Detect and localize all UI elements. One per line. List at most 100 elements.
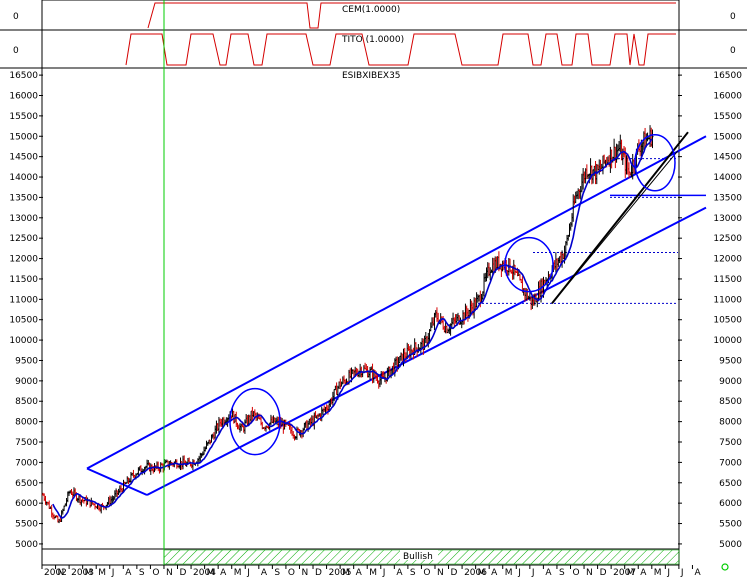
y-tick-label: 16000 [9,91,38,101]
y-tick-label: 8500 [15,397,38,407]
chart-title: ESIBXIBEX35 [342,71,401,81]
x-tick-label: O [152,568,159,577]
y-tick-label: 11000 [9,295,38,305]
y-tick-label: 9500 [15,356,38,366]
status-marker-icon [721,563,729,571]
x-tick-label: M [478,568,486,577]
x-tick-label: A [545,568,552,577]
y-tick-label: 11000 [713,295,742,305]
x-tick-label: J [666,568,670,577]
y-tick-label: 9500 [719,356,742,366]
x-tick-label: M [342,568,350,577]
x-tick-label: J [680,568,684,577]
cem-panel-frame [41,0,680,31]
y-tick-label: 10000 [9,336,38,346]
highlight-circle [634,134,676,192]
x-tick-label: 2004 [193,568,216,577]
trend-line-shallow [551,150,679,304]
x-tick-label: A [491,568,498,577]
cem-signal-line [147,2,676,29]
x-tick-label: M [98,568,106,577]
x-tick-label: J [517,568,521,577]
y-tick-label: 12000 [713,255,742,265]
x-tick-label: A [396,568,403,577]
x-tick-label: S [410,568,416,577]
y-tick-label: 13500 [713,193,742,203]
x-tick-label: J [531,568,535,577]
x-tick-label: D [315,568,322,577]
x-tick-label: J [382,568,386,577]
trend-channel [86,131,707,496]
x-tick-label: N [58,568,65,577]
y-tick-label: 16500 [9,71,38,81]
channel-left-edge [86,467,148,496]
x-tick-label: O [423,568,430,577]
y-tick-label: 13500 [9,193,38,203]
x-tick-label: S [274,568,280,577]
x-tick-label: M [207,568,215,577]
x-tick-label: N [586,568,593,577]
y-tick-label: 12000 [9,255,38,265]
x-tick-label: D [600,568,607,577]
bullish-label-bg [400,550,438,560]
highlight-circles [229,134,676,456]
channel-lower-line [146,206,707,496]
moving-average-line [52,138,653,519]
x-tick-label: N [301,568,308,577]
x-tick-label: J [246,568,250,577]
y-tick-label: 14000 [713,173,742,183]
x-tick-label: 2005 [329,568,352,577]
highlight-circle [229,387,281,456]
y-tick-label: 15500 [713,112,742,122]
x-tick-label: 2002 [44,568,67,577]
y-tick-label: 16000 [713,91,742,101]
trend-line-steep [551,131,689,305]
x-tick-label: M [505,568,513,577]
y-axis-right: 5000 5500 6000 6500 7000 7500 8000 8500 9000 9500… [678,71,742,550]
x-tick-label: M [627,568,635,577]
y-tick-label: 13000 [713,214,742,224]
y-tick-label: 14500 [9,153,38,163]
y-tick-label: 7500 [719,438,742,448]
x-tick-label: O [288,568,295,577]
cem-tick-left: 0 [13,12,19,22]
y-tick-label: 12500 [9,234,38,244]
y-tick-label: 11500 [9,275,38,285]
x-tick-label: N [437,568,444,577]
y-tick-label: 12500 [713,234,742,244]
y-tick-label: 8000 [719,418,742,428]
x-tick-label: M [369,568,377,577]
x-tick-label: M [85,568,93,577]
y-tick-label: 15000 [9,132,38,142]
y-tick-label: 8500 [719,397,742,407]
tito-tick-left: 0 [13,46,19,56]
y-tick-label: 13000 [9,214,38,224]
x-tick-label: A [694,568,701,577]
x-tick-label: A [356,568,363,577]
y-tick-label: 14500 [713,153,742,163]
highlight-circle [504,236,554,293]
y-tick-label: 5000 [15,540,38,550]
x-tick-label: D [180,568,187,577]
x-tick-label: A [125,568,132,577]
tito-label: TITO (1.0000) [341,35,404,45]
y-tick-label: 5500 [719,520,742,530]
x-tick-label: M [654,568,662,577]
x-tick-label: N [166,568,173,577]
y-tick-label: 11500 [713,275,742,285]
y-tick-label: 16500 [713,71,742,81]
x-tick-label: M [234,568,242,577]
y-tick-label: 7000 [719,458,742,468]
y-tick-label: 10500 [713,316,742,326]
x-tick-label: A [261,568,268,577]
y-tick-label: 10000 [713,336,742,346]
x-tick-label: J [111,568,115,577]
x-tick-label: S [559,568,565,577]
cem-tick-right: 0 [730,12,736,22]
y-tick-label: 9000 [15,377,38,387]
x-tick-label: 2003 [71,568,94,577]
x-tick-label: O [572,568,579,577]
cem-label: CEM(1.0000) [342,5,400,15]
y-axis-left: 5000 5500 6000 6500 7000 7500 8000 8500 9000 9500… [9,71,43,550]
